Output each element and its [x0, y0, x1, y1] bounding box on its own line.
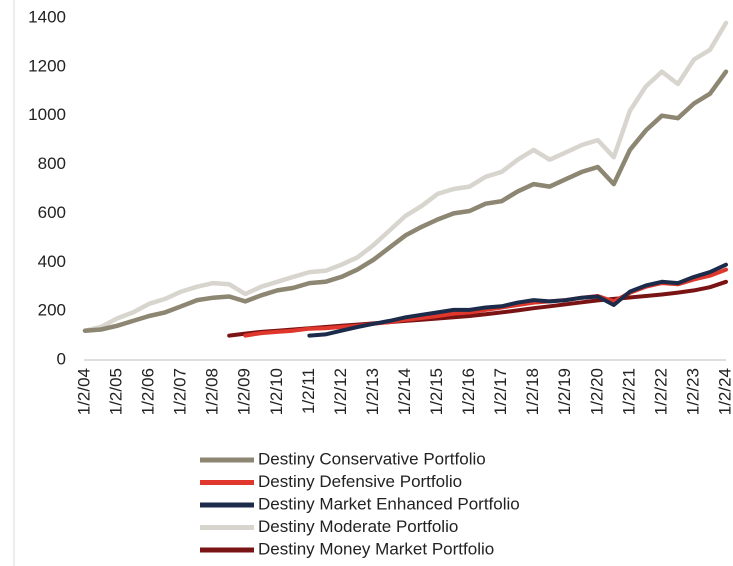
x-tick-label: 1/2/22 — [651, 368, 670, 415]
x-tick-label: 1/2/15 — [427, 368, 446, 415]
y-tick-label: 1400 — [28, 7, 66, 26]
x-tick-label: 1/2/18 — [523, 368, 542, 415]
x-tick-label: 1/2/06 — [139, 368, 158, 415]
series-line — [82, 20, 729, 333]
legend-label: Destiny Money Market Portfolio — [258, 539, 494, 558]
x-tick-label: 1/2/07 — [171, 368, 190, 415]
y-tick-label: 1000 — [28, 105, 66, 124]
legend-label: Destiny Defensive Portfolio — [258, 472, 462, 491]
y-tick-label: 0 — [57, 349, 66, 368]
x-tick-label: 1/2/11 — [299, 368, 318, 414]
x-tick-label: 1/2/09 — [235, 368, 254, 415]
y-tick-label: 800 — [38, 154, 66, 173]
legend-label: Destiny Moderate Portfolio — [258, 517, 458, 536]
y-tick-label: 600 — [38, 203, 66, 222]
x-tick-label: 1/2/17 — [491, 368, 510, 415]
x-tick-label: 1/2/10 — [267, 368, 286, 415]
x-tick-label: 1/2/19 — [555, 368, 574, 415]
y-tick-label: 200 — [38, 301, 66, 320]
x-tick-label: 1/2/08 — [203, 368, 222, 415]
x-tick-label: 1/2/20 — [587, 368, 606, 415]
x-tick-label: 1/2/23 — [683, 368, 702, 415]
x-tick-label: 1/2/04 — [74, 368, 93, 415]
x-tick-label: 1/2/21 — [619, 368, 638, 415]
y-tick-label: 1200 — [28, 56, 66, 75]
series-line — [82, 69, 729, 333]
x-tick-label: 1/2/16 — [459, 368, 478, 415]
y-tick-label: 400 — [38, 252, 66, 271]
x-tick-label: 1/2/05 — [107, 368, 126, 415]
x-tick-label: 1/2/24 — [715, 368, 733, 415]
legend-label: Destiny Market Enhanced Portfolio — [258, 494, 520, 513]
x-tick-label: 1/2/12 — [331, 368, 350, 415]
series-line — [307, 262, 728, 338]
x-tick-label: 1/2/14 — [395, 368, 414, 415]
x-tick-label: 1/2/13 — [363, 368, 382, 415]
legend-label: Destiny Conservative Portfolio — [258, 449, 486, 468]
